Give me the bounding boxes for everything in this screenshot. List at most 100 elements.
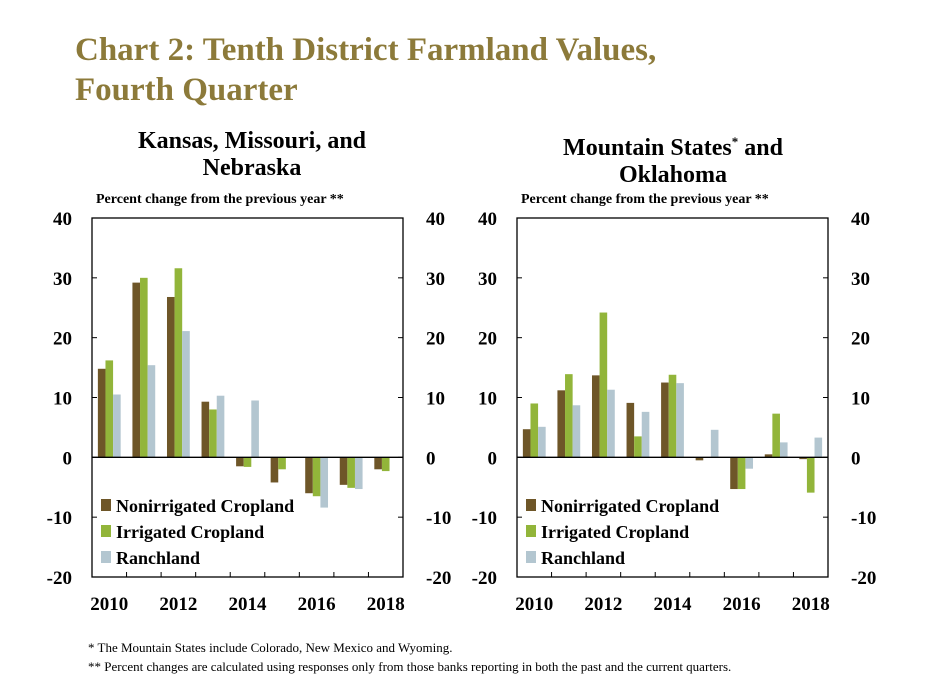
bar-right-nonirrigated-cropland-2015 [695,457,704,461]
bar-right-ranchland-2012 [607,389,615,458]
y-tick-label-right-left: 10 [426,389,445,410]
legend-label-right-0: Nonirrigated Cropland [541,496,719,516]
bar-right-nonirrigated-cropland-2017 [764,454,773,458]
bar-right-ranchland-2010 [538,426,546,458]
bar-right-ranchland-2015 [710,429,719,458]
y-tick-label-left-right: 40 [478,209,497,230]
bar-right-irrigated-cropland-2012 [599,312,608,458]
panel-right-title-end: and [738,135,783,161]
x-tick-label-right-2012: 2012 [584,594,622,615]
bar-right-irrigated-cropland-2011 [565,374,573,458]
chart-title: Chart 2: Tenth District Farmland Values,… [75,30,656,110]
y-tick-label-left-right: 30 [478,269,497,290]
legend-label-left-1: Irrigated Cropland [116,522,264,542]
bar-right-nonirrigated-cropland-2011 [557,390,566,458]
footnote-2: ** Percent changes are calculated using … [88,659,732,674]
bar-left-irrigated-cropland-2012 [174,268,183,458]
legend-swatch-left-0 [101,499,111,511]
panel-right-title-line2: Oklahoma [618,162,728,188]
bar-right-ranchland-2018 [814,437,823,458]
bar-right-irrigated-cropland-2018 [806,457,815,493]
footnote-1: * The Mountain States include Colorado, … [88,640,453,655]
bar-right-nonirrigated-cropland-2014 [661,382,669,458]
bar-right-irrigated-cropland-2017 [772,413,780,458]
legend-swatch-left-2 [101,551,111,563]
bar-left-irrigated-cropland-2011 [140,277,148,458]
bar-right-nonirrigated-cropland-2012 [591,375,600,458]
bar-left-nonirrigated-cropland-2012 [166,296,175,458]
bar-left-irrigated-cropland-2017 [347,457,355,488]
bar-right-irrigated-cropland-2016 [737,457,746,490]
y-tick-label-left-left: 10 [53,389,72,410]
bar-left-ranchland-2017 [354,457,363,490]
y-tick-label-left-left: 0 [63,448,73,469]
bar-left-ranchland-2016 [320,457,329,508]
bar-left-ranchland-2014 [251,400,259,458]
bar-left-ranchland-2011 [147,365,156,458]
y-tick-label-right-left: 0 [426,448,436,469]
y-tick-label-left-right: -20 [472,568,497,589]
y-tick-label-left-left: 20 [53,329,72,350]
y-tick-label-left-left: 40 [53,209,72,230]
chart-title-line1: Chart 2: Tenth District Farmland Values, [75,32,657,68]
bar-right-nonirrigated-cropland-2013 [626,402,635,458]
panel-right-title-text: Mountain States [563,135,732,161]
x-tick-label-left-2012: 2012 [159,594,197,615]
bar-left-ranchland-2012 [182,331,190,458]
bar-left-nonirrigated-cropland-2015 [270,457,279,483]
bar-left-irrigated-cropland-2014 [243,457,252,467]
x-tick-label-left-2018: 2018 [367,594,405,615]
x-tick-label-left-2014: 2014 [229,594,268,615]
y-tick-label-right-left: 40 [426,209,445,230]
bar-right-irrigated-cropland-2014 [668,374,677,458]
bar-right-ranchland-2013 [641,411,650,458]
y-tick-label-right-right: 10 [851,389,870,410]
y-tick-label-right-right: 0 [851,448,861,469]
y-tick-label-left-left: -20 [47,568,72,589]
y-tick-label-right-left: 30 [426,269,445,290]
y-tick-label-left-left: -10 [47,508,72,529]
panel-left-subtitle: Percent change from the previous year ** [96,192,344,207]
legend-label-right-2: Ranchland [541,548,625,568]
bar-right-irrigated-cropland-2013 [634,436,642,458]
bar-left-ranchland-2010 [113,394,121,458]
bar-right-irrigated-cropland-2010 [530,403,539,458]
bar-left-nonirrigated-cropland-2013 [201,401,210,458]
bar-left-nonirrigated-cropland-2016 [305,457,313,494]
x-tick-label-right-2014: 2014 [654,594,693,615]
y-tick-label-right-right: 20 [851,329,870,350]
bar-left-nonirrigated-cropland-2010 [97,368,106,458]
bar-left-ranchland-2013 [216,395,225,458]
bar-right-nonirrigated-cropland-2016 [730,457,738,490]
panel-right-title-sup: * [731,134,739,149]
y-tick-label-left-right: 10 [478,389,497,410]
x-tick-label-left-2016: 2016 [298,594,336,615]
panel-left-title: Kansas, Missouri, and Nebraska [98,128,406,182]
bar-left-nonirrigated-cropland-2011 [132,282,141,458]
y-tick-label-right-right: 30 [851,269,870,290]
bar-left-nonirrigated-cropland-2014 [236,457,244,467]
y-tick-label-right-left: 20 [426,329,445,350]
bar-right-nonirrigated-cropland-2010 [522,429,531,458]
x-tick-label-left-2010: 2010 [90,594,128,615]
y-tick-label-left-right: 0 [488,448,498,469]
bar-left-irrigated-cropland-2015 [278,457,286,470]
panel-left-title-line2: Nebraska [202,155,302,181]
y-tick-label-right-left: -20 [426,568,451,589]
panel-right-title: Mountain States* and Oklahoma [518,128,828,189]
legend-label-left-0: Nonirrigated Cropland [116,496,294,516]
bar-left-nonirrigated-cropland-2017 [339,457,348,485]
y-tick-label-right-right: -20 [851,568,876,589]
chart-title-line2: Fourth Quarter [75,72,298,108]
x-tick-label-right-2018: 2018 [792,594,830,615]
bar-right-ranchland-2017 [779,442,788,458]
y-tick-label-right-right: 40 [851,209,870,230]
legend-label-right-1: Irrigated Cropland [541,522,689,542]
y-tick-label-left-right: 20 [478,329,497,350]
bar-right-ranchland-2014 [676,383,684,458]
y-tick-label-left-right: -10 [472,508,497,529]
bar-left-irrigated-cropland-2018 [381,457,390,472]
y-tick-label-right-left: -10 [426,508,451,529]
panel-right-title-line1: Mountain States* and [518,128,828,162]
